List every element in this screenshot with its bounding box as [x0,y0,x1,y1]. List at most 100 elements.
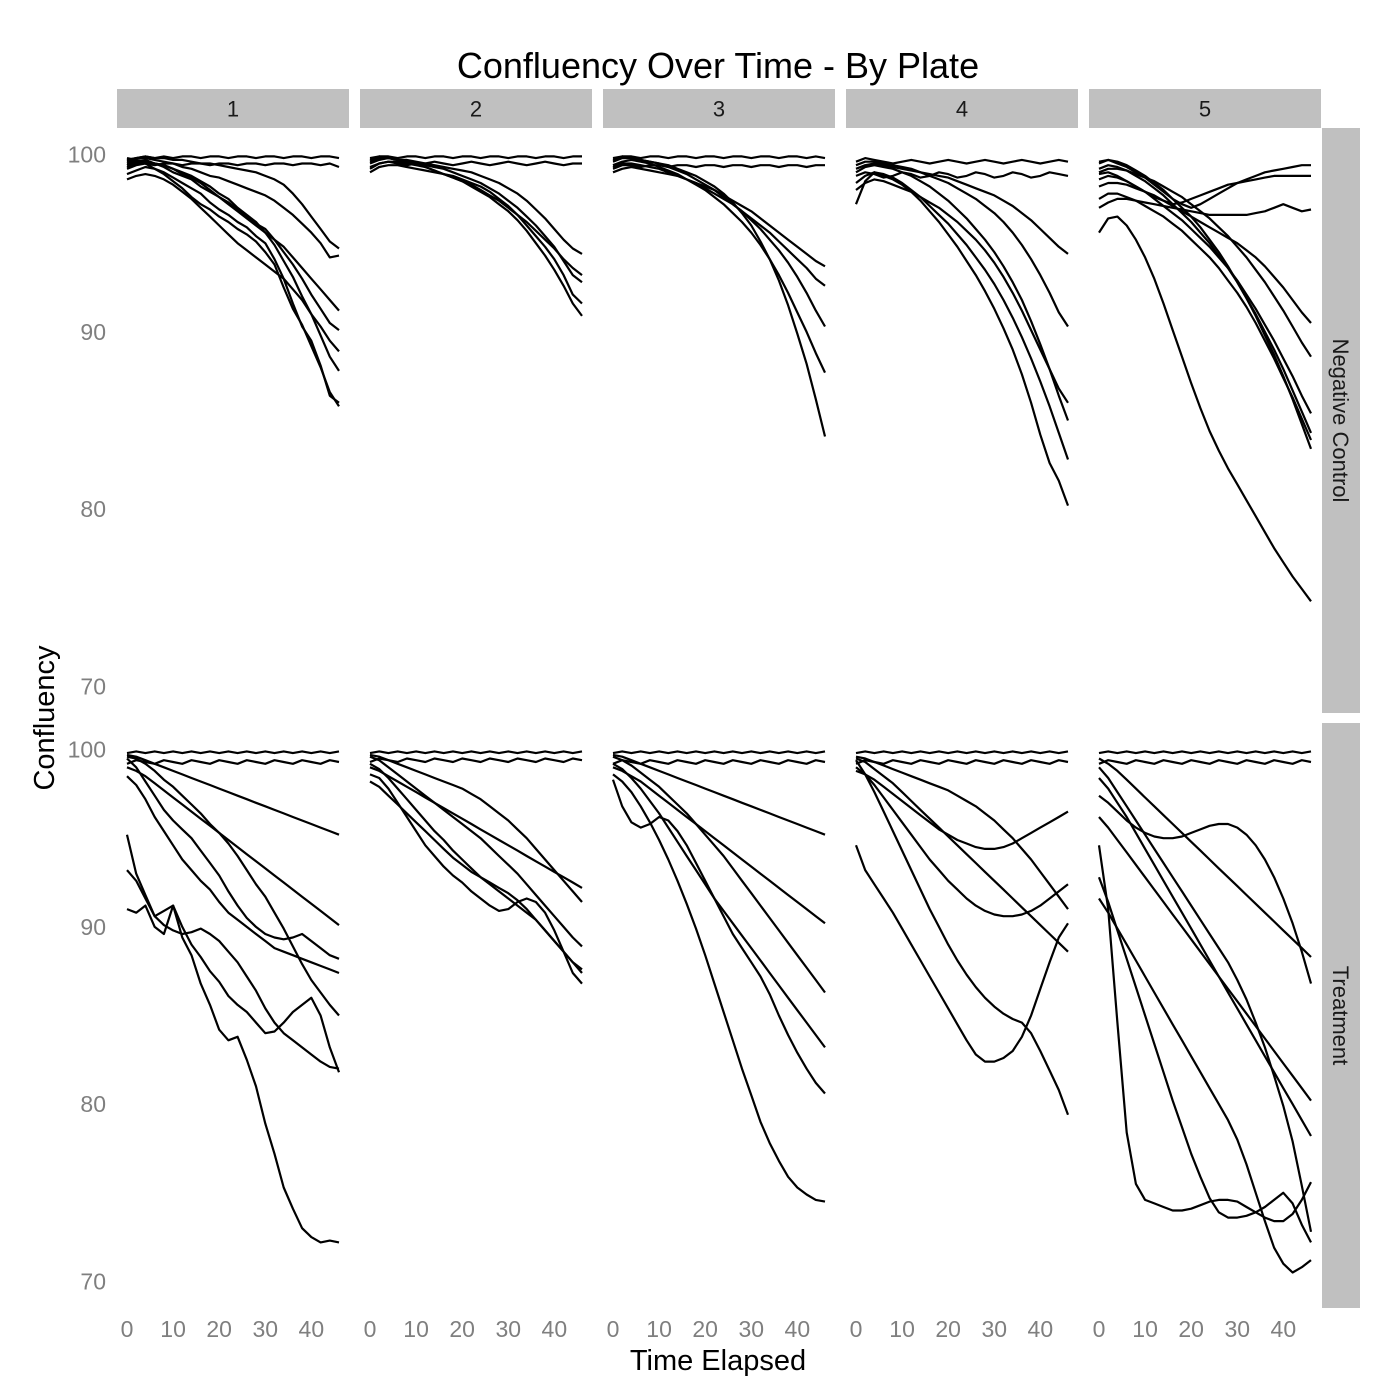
panel-treatment-plate-3 [611,750,826,1203]
well-line [126,155,340,163]
well-line [854,844,1069,1063]
x-tick-label: 10 [160,1316,186,1342]
well-line [1098,164,1313,434]
strip-plate-4 [846,89,1078,128]
well-line [126,165,340,404]
well-line [1098,794,1313,984]
well-line [126,753,340,836]
x-tick-label: 40 [1028,1316,1054,1342]
y-tick-label: 70 [80,1268,106,1294]
well-line [126,162,340,170]
well-line [1098,174,1312,414]
x-tick-label: 30 [981,1316,1007,1342]
x-axis-title: Time Elapsed [630,1345,806,1377]
well-line [855,164,1070,421]
well-line [126,160,340,331]
y-tick-label: 70 [80,673,106,699]
y-axis-title: Confluency [29,645,61,791]
well-line [369,753,583,903]
strip-row-negative-control [1322,128,1360,713]
y-tick-label: 100 [68,737,106,763]
x-tick-label: 20 [206,1316,232,1342]
well-line [855,178,1069,404]
well-line [1098,215,1312,602]
well-line [126,755,340,1017]
strip-row-label: Negative Control [1328,339,1353,503]
strip-plate-3 [603,89,835,128]
strip-row-label: Treatment [1328,966,1353,1065]
y-tick-label: 80 [80,496,106,522]
well-line [1098,816,1312,1102]
well-line [126,157,340,407]
chart-title: Confluency Over Time - By Plate [457,45,979,86]
strip-plate-1 [117,89,349,128]
well-line [1098,750,1312,755]
well-line [612,155,826,328]
well-line [126,904,340,1244]
y-tick-label: 80 [80,1091,106,1117]
well-line [126,775,340,975]
well-line [126,157,340,259]
strip-row-treatment [1322,723,1360,1308]
well-line [126,158,340,312]
well-line [1098,158,1311,209]
well-line [1098,197,1312,216]
well-line [1098,158,1313,450]
panel-negative-control-plate-1 [126,155,340,407]
x-tick-label: 40 [542,1316,568,1342]
well-line [1098,766,1313,1233]
x-tick-label: 40 [785,1316,811,1342]
x-tick-label: 0 [850,1316,863,1342]
y-tick-label: 90 [80,914,106,940]
well-line [369,155,583,317]
x-tick-label: 0 [607,1316,620,1342]
well-line [612,155,826,161]
x-tick-label: 40 [299,1316,325,1342]
well-line [612,165,826,268]
well-line [126,757,340,960]
strip-plate-label: 1 [227,97,239,122]
well-line [1097,876,1312,1243]
well-line [1098,777,1312,1137]
x-tick-label: 20 [449,1316,475,1342]
well-line [612,753,826,836]
well-line [612,162,826,287]
x-tick-label: 0 [121,1316,134,1342]
x-tick-label: 10 [889,1316,915,1342]
well-line [126,869,340,1070]
well-line [612,750,826,755]
well-line [855,755,1069,910]
well-line [855,757,1069,953]
well-line [369,160,582,169]
well-line [612,766,826,925]
x-tick-label: 30 [495,1316,521,1342]
well-line [125,834,341,1073]
panel-treatment-plate-2 [369,750,583,985]
y-tick-label: 100 [68,142,106,168]
panel-treatment-plate-4 [854,750,1070,1116]
x-tick-label: 0 [364,1316,377,1342]
well-line [855,759,1069,765]
x-tick-label: 20 [692,1316,718,1342]
well-line [369,750,583,755]
well-line [1098,757,1312,958]
well-line [1098,167,1312,358]
strip-plate-5 [1089,89,1321,128]
well-line [126,750,340,755]
x-tick-label: 30 [1224,1316,1250,1342]
x-tick-label: 20 [935,1316,961,1342]
well-line [369,766,583,889]
strip-plate-label: 2 [470,97,482,122]
x-tick-label: 20 [1178,1316,1204,1342]
well-line [855,157,1069,165]
well-line [612,755,826,994]
well-line [612,164,825,170]
well-line [855,750,1069,755]
well-line [369,755,583,948]
panel-negative-control-plate-3 [612,155,827,437]
well-line [1097,845,1312,1223]
panel-treatment-plate-5 [1097,750,1313,1274]
panel-negative-control-plate-5 [1098,158,1313,602]
well-line [369,780,583,974]
